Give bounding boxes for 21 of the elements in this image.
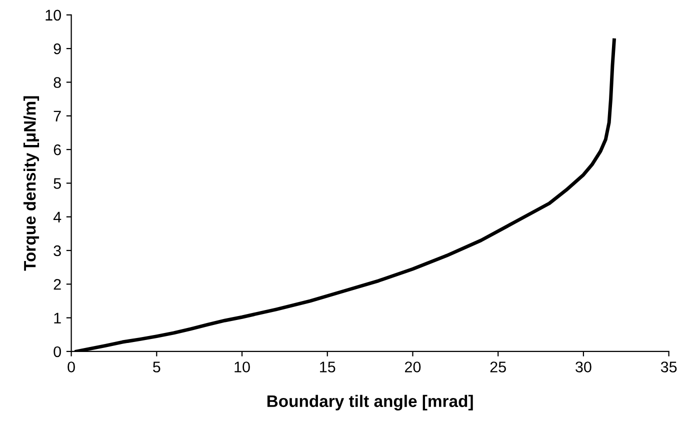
x-tick-label: 35 <box>660 362 677 372</box>
y-tick-label: 6 <box>54 144 61 156</box>
x-tick-label: 30 <box>576 362 592 372</box>
y-tick-label: 3 <box>54 245 61 256</box>
y-tick-label: 10 <box>46 10 61 21</box>
x-tick-label: 15 <box>320 362 336 372</box>
y-tick-label: 7 <box>54 110 61 122</box>
y-tick-label: 4 <box>53 212 62 222</box>
x-tick-label: 10 <box>234 362 250 372</box>
y-tick-label: 5 <box>54 178 61 189</box>
y-tick-label: 1 <box>54 312 61 324</box>
x-axis-title: Boundary tilt angle [mrad] <box>267 394 473 410</box>
x-tick-label: 5 <box>153 362 160 372</box>
x-tick-label: 0 <box>68 362 75 372</box>
y-tick-label: 2 <box>54 279 61 290</box>
y-axis-title: Torque density [μN/m] <box>23 96 40 271</box>
y-tick-label: 0 <box>54 346 61 358</box>
x-tick-label: 20 <box>405 362 421 372</box>
x-tick-label: 25 <box>490 362 506 372</box>
y-tick-label: 8 <box>54 77 61 88</box>
y-tick-label: 9 <box>54 43 61 54</box>
